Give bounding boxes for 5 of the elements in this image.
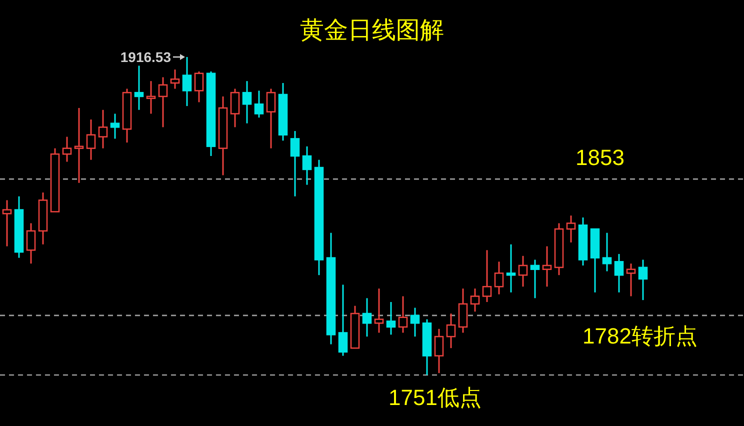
- annotation: 1916.53: [120, 49, 172, 65]
- ref-line-label: 1751低点: [388, 385, 482, 410]
- chart-title: 黄金日线图解: [300, 17, 444, 44]
- ref-line-label: 1782转折点: [582, 323, 698, 348]
- ref-line-label: 1853: [576, 145, 624, 170]
